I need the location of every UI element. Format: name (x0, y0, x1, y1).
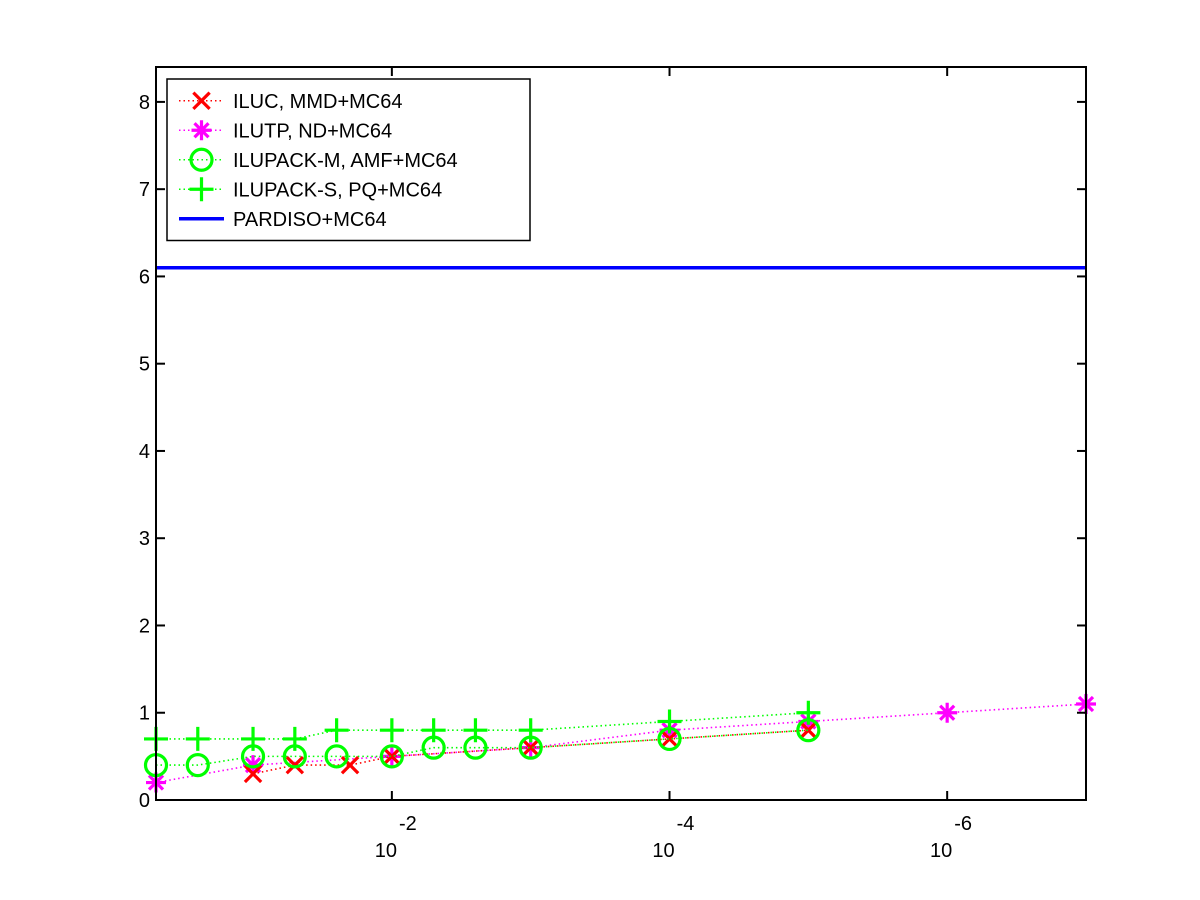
series-0-point-6 (799, 720, 818, 740)
legend-item-2: ILUPACK-M, AMF+MC64 (179, 147, 458, 172)
y-tick-label-7: 7 (139, 179, 150, 201)
series-3-point-7 (463, 718, 488, 743)
series-3-point-5 (379, 718, 404, 743)
series-2-point-5 (379, 744, 404, 769)
legend-label-0: ILUC, MMD+MC64 (233, 91, 402, 113)
legend-marker-1 (191, 120, 212, 141)
x-tick-label-base-1: 10 (652, 840, 674, 862)
legend-box (166, 78, 531, 242)
series-0 (243, 720, 818, 784)
legend-marker-2 (189, 147, 214, 172)
legend-marker-3 (189, 177, 214, 202)
legend-item-3: ILUPACK-S, PQ+MC64 (179, 177, 442, 202)
series-3-point-2 (241, 726, 266, 751)
series-1-line (155, 703, 1087, 784)
x-tick-label-base-0: 10 (375, 840, 397, 862)
series-3-point-9 (657, 709, 682, 734)
series-3-point-1 (185, 726, 210, 751)
series-2-point-1 (185, 752, 210, 778)
series-2-point-4 (324, 744, 349, 769)
y-tick-label-0: 0 (139, 790, 150, 812)
series-layer (143, 265, 1096, 793)
series-3-point-4 (324, 718, 349, 743)
legend-item-1: ILUTP, ND+MC64 (179, 120, 392, 142)
y-tick-label-5: 5 (139, 354, 150, 376)
series-3-point-6 (421, 718, 446, 743)
series-1-point-1 (243, 755, 264, 776)
x-tick-label-exponent-1: -4 (677, 813, 695, 835)
y-tick-label-2: 2 (139, 615, 150, 637)
series-3-point-8 (518, 718, 543, 743)
x-tick-label-base-2: 10 (930, 840, 952, 862)
x-tick-label-exponent-2: -6 (954, 813, 972, 835)
series-0-point-4 (521, 738, 540, 757)
series-0-point-3 (382, 747, 402, 766)
series-3-point-10 (796, 700, 821, 725)
legend: ILUC, MMD+MC64 ILUTP, ND+MC64 ILUPACK-M, A… (166, 78, 531, 242)
legend-item-0: ILUC, MMD+MC64 (179, 91, 402, 113)
series-0-point-1 (285, 755, 305, 775)
legend-label-2: ILUPACK-M, AMF+MC64 (233, 150, 458, 172)
x-tick-label-exponent-0: -2 (399, 813, 417, 835)
series-0-point-0 (243, 764, 263, 784)
legend-item-4: PARDISO+MC64 (179, 209, 387, 231)
axes-frame (155, 66, 1087, 801)
y-tick-label-8: 8 (139, 92, 150, 114)
legend-label-3: ILUPACK-S, PQ+MC64 (233, 179, 442, 201)
series-1-point-6 (937, 702, 958, 723)
legend-marker-0 (192, 91, 211, 111)
legend-label-1: ILUTP, ND+MC64 (233, 120, 392, 142)
y-tick-label-6: 6 (139, 266, 150, 288)
legend-label-4: PARDISO+MC64 (233, 209, 387, 231)
series-3-point-3 (282, 726, 307, 751)
y-tick-label-3: 3 (139, 528, 150, 550)
y-tick-label-1: 1 (139, 703, 150, 725)
y-tick-label-4: 4 (139, 441, 150, 463)
series-0-point-5 (660, 729, 679, 749)
